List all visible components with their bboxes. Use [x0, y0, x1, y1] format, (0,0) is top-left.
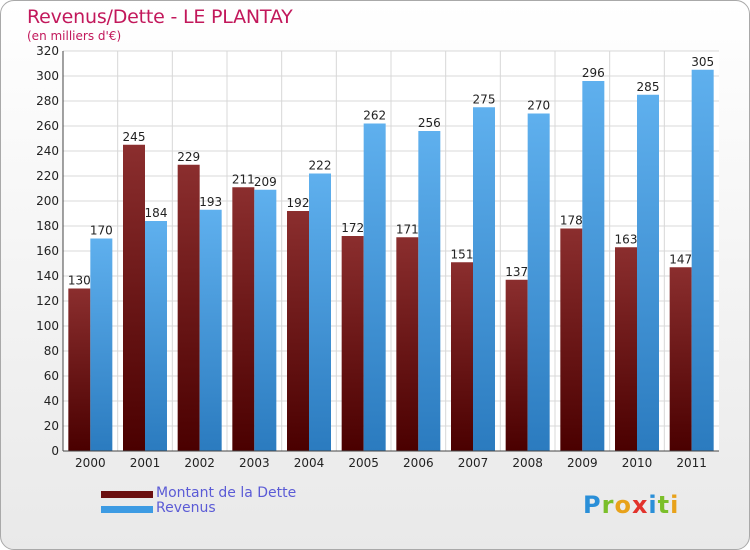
value-label-revenus: 209 — [254, 175, 277, 189]
y-tick-label: 60 — [44, 369, 59, 383]
x-tick-label: 2000 — [75, 456, 106, 470]
y-tick-label: 200 — [36, 194, 59, 208]
y-tick-label: 120 — [36, 294, 59, 308]
y-tick-label: 260 — [36, 119, 59, 133]
y-tick-label: 280 — [36, 94, 59, 108]
bar-revenus — [527, 113, 550, 451]
logo-letter: r — [601, 491, 615, 519]
bar-revenus — [145, 221, 167, 451]
value-label-dette: 211 — [232, 172, 255, 186]
bar-dette — [287, 211, 309, 451]
value-label-revenus: 256 — [418, 116, 441, 130]
value-label-revenus: 275 — [473, 92, 496, 106]
x-tick-label: 2008 — [512, 456, 543, 470]
bar-revenus — [637, 94, 659, 451]
x-tick-label: 2003 — [239, 456, 270, 470]
y-tick-label: 80 — [44, 344, 59, 358]
x-tick-label: 2011 — [676, 456, 707, 470]
logo-letter: i — [670, 491, 680, 519]
y-tick-label: 100 — [36, 319, 59, 333]
x-tick-label: 2010 — [622, 456, 653, 470]
x-tick-label: 2002 — [184, 456, 215, 470]
logo-letter: o — [614, 491, 632, 519]
y-tick-label: 300 — [36, 69, 59, 83]
value-label-revenus: 270 — [527, 99, 550, 113]
value-label-dette: 172 — [341, 221, 364, 235]
legend-swatch-revenus — [101, 506, 153, 513]
value-label-dette: 245 — [123, 130, 146, 144]
value-label-dette: 151 — [451, 247, 474, 261]
bar-revenus — [582, 81, 605, 451]
value-label-dette: 229 — [177, 150, 200, 164]
bar-dette — [615, 247, 637, 451]
y-tick-label: 20 — [44, 419, 59, 433]
bar-revenus — [254, 189, 277, 451]
y-tick-label: 180 — [36, 219, 59, 233]
value-label-dette: 171 — [396, 222, 419, 236]
logo-letter: P — [583, 491, 602, 519]
logo-letter: t — [657, 491, 671, 519]
logo-letter: i — [648, 491, 658, 519]
chart-subtitle: (en milliers d'€) — [27, 29, 122, 43]
bar-dette — [68, 288, 91, 451]
bar-revenus — [309, 173, 331, 451]
y-tick-label: 320 — [36, 44, 59, 58]
x-tick-label: 2004 — [294, 456, 325, 470]
legend-label-debt: Montant de la Dette — [156, 485, 297, 501]
value-label-dette: 178 — [560, 214, 583, 228]
value-label-revenus: 170 — [90, 224, 113, 238]
y-tick-label: 220 — [36, 169, 59, 183]
value-label-revenus: 193 — [199, 195, 222, 209]
x-tick-label: 2006 — [403, 456, 434, 470]
y-tick-label: 240 — [36, 144, 59, 158]
bar-revenus — [199, 209, 222, 451]
legend-swatch-debt — [101, 491, 153, 498]
bar-revenus — [691, 69, 714, 451]
value-label-dette: 130 — [68, 274, 91, 288]
bar-revenus — [418, 131, 441, 451]
chart-title: Revenus/Dette - LE PLANTAY — [27, 6, 293, 28]
x-tick-label: 2009 — [567, 456, 598, 470]
bar-revenus — [90, 238, 113, 451]
bar-dette — [451, 262, 473, 451]
bar-dette — [505, 279, 528, 451]
value-label-dette: 147 — [669, 252, 692, 266]
value-label-dette: 163 — [615, 232, 638, 246]
bar-dette — [341, 236, 364, 451]
value-label-revenus: 262 — [363, 109, 386, 123]
value-label-dette: 192 — [287, 196, 310, 210]
bar-dette — [232, 187, 255, 451]
legend-label-revenus: Revenus — [156, 500, 216, 516]
bar-revenus — [473, 107, 495, 451]
value-label-revenus: 184 — [145, 206, 168, 220]
y-tick-label: 140 — [36, 269, 59, 283]
x-tick-label: 2005 — [348, 456, 379, 470]
value-label-revenus: 296 — [582, 66, 605, 80]
bar-dette — [177, 164, 200, 451]
bar-dette — [396, 237, 419, 451]
value-label-revenus: 305 — [691, 55, 714, 69]
bar-dette — [560, 228, 583, 451]
value-label-revenus: 285 — [637, 80, 660, 94]
bar-dette — [123, 144, 145, 451]
value-label-revenus: 222 — [309, 159, 332, 173]
bar-dette — [669, 267, 692, 451]
y-tick-label: 40 — [44, 394, 59, 408]
y-tick-label: 160 — [36, 244, 59, 258]
x-tick-label: 2007 — [458, 456, 489, 470]
logo-letter: x — [631, 491, 649, 519]
bar-revenus — [363, 123, 386, 451]
y-tick-label: 0 — [51, 444, 59, 458]
value-label-dette: 137 — [505, 265, 528, 279]
proxiti-logo: Proxiti — [583, 491, 679, 519]
x-tick-label: 2001 — [130, 456, 161, 470]
